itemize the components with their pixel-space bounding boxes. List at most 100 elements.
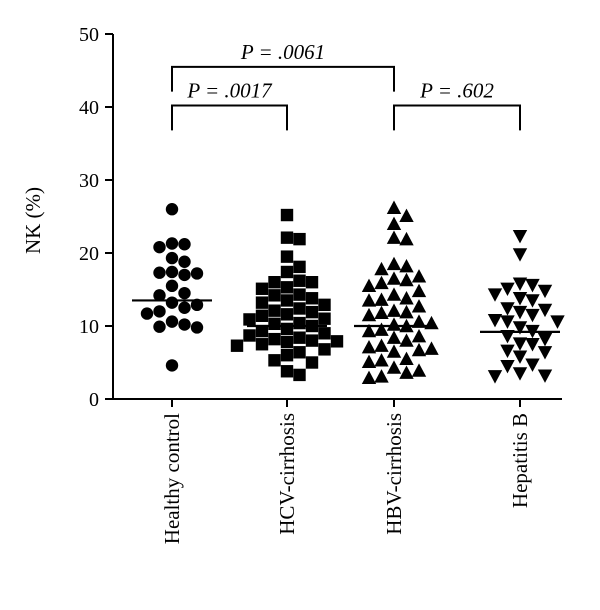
p-value-label: P = .602 — [419, 79, 494, 103]
data-point-triangle-up — [411, 314, 427, 328]
data-point-square — [318, 298, 331, 312]
y-tick-label: 10 — [79, 316, 99, 338]
data-point-triangle-up — [399, 231, 414, 246]
data-point-square — [280, 308, 294, 321]
data-point-circle — [165, 265, 179, 279]
data-point-square — [293, 368, 306, 382]
data-point-triangle-up — [361, 354, 377, 368]
data-point-circle — [153, 305, 166, 318]
data-point-circle — [153, 289, 166, 302]
data-point-square — [268, 354, 281, 367]
data-point-circle — [165, 279, 179, 293]
data-point-square — [293, 331, 306, 344]
data-point-square — [293, 232, 306, 246]
data-point-square — [318, 327, 331, 340]
data-point-triangle-down — [500, 344, 515, 359]
data-point-square — [293, 346, 306, 359]
data-point-triangle-down — [512, 305, 528, 320]
data-point-triangle-up — [361, 278, 377, 293]
data-point-triangle-up — [374, 275, 389, 290]
data-point-triangle-down — [500, 315, 515, 329]
p-value-label: P = .0017 — [186, 79, 273, 103]
data-point-triangle-up — [374, 292, 389, 306]
data-point-triangle-up — [399, 365, 414, 379]
data-point-triangle-down — [512, 337, 528, 351]
data-point-triangle-down — [537, 369, 553, 383]
y-tick-label: 50 — [79, 24, 99, 46]
data-point-triangle-up — [411, 283, 427, 298]
data-point-circle — [165, 237, 179, 250]
data-point-triangle-down — [500, 330, 515, 344]
data-point-triangle-up — [386, 344, 402, 358]
median-lines — [132, 299, 560, 333]
y-ticks: 0 10 20 30 40 50 — [79, 24, 113, 411]
data-point-triangle-down — [512, 350, 528, 364]
data-point-triangle-down — [500, 359, 515, 374]
data-point-triangle-up — [399, 272, 414, 287]
data-point-square — [305, 356, 319, 369]
significance-brackets: P = .0017 P = .0061 P = .602 — [171, 40, 521, 131]
data-point-square — [243, 329, 256, 342]
x-category-label: Healthy control — [160, 413, 184, 544]
data-point-square — [293, 288, 306, 301]
data-point-circle — [178, 286, 191, 300]
data-point-triangle-down — [525, 358, 540, 372]
significance-bracket — [393, 104, 521, 131]
data-point-square — [280, 231, 294, 244]
data-point-circle — [190, 321, 204, 334]
data-point-square — [268, 332, 281, 346]
data-point-circle — [153, 320, 166, 333]
data-point-triangle-up — [399, 333, 414, 347]
data-point-square — [268, 317, 281, 331]
data-point-square — [330, 335, 344, 348]
data-point-circle — [140, 307, 154, 320]
y-tick-label: 20 — [79, 243, 99, 265]
data-point-triangle-down — [500, 302, 515, 316]
data-point-square — [305, 276, 319, 289]
data-point-square — [305, 305, 319, 319]
data-point-triangle-down — [525, 278, 540, 293]
data-point-triangle-up — [399, 208, 414, 222]
axes: 0 10 20 30 40 50 NK (%) Healthy control HCV-ci… — [21, 24, 562, 544]
data-point-triangle-up — [386, 256, 402, 271]
x-ticks: Healthy control HCV-cirrhosis HBV-cirrhosi… — [160, 399, 532, 544]
significance-bracket — [171, 65, 395, 92]
data-point-triangle-up — [361, 307, 377, 322]
y-tick-label: 40 — [79, 97, 99, 119]
data-point-triangle-up — [386, 287, 402, 301]
data-point-square — [280, 365, 294, 378]
data-point-circle — [178, 238, 191, 251]
data-point-square — [305, 292, 319, 305]
data-point-triangle-down — [512, 230, 528, 244]
data-point-triangle-up — [361, 293, 377, 307]
data-point-triangle-down — [487, 370, 503, 384]
data-point-circle — [165, 296, 179, 309]
data-point-triangle-up — [374, 338, 389, 352]
data-point-triangle-up — [411, 329, 427, 343]
x-category-label: HBV-cirrhosis — [382, 413, 406, 535]
data-point-circle — [165, 315, 179, 328]
data-point-circle — [178, 318, 191, 331]
data-point-triangle-up — [386, 230, 402, 244]
data-point-triangle-up — [386, 216, 402, 230]
data-point-triangle-down — [512, 248, 528, 262]
data-point-triangle-down — [500, 282, 515, 296]
data-point-circle — [178, 301, 191, 314]
y-axis-title: NK (%) — [21, 187, 45, 254]
data-point-circle — [165, 251, 179, 265]
data-point-triangle-up — [374, 369, 389, 383]
data-point-square — [280, 265, 294, 279]
data-point-triangle-up — [374, 261, 389, 276]
data-point-triangle-up — [374, 305, 389, 320]
data-point-triangle-up — [411, 269, 427, 283]
data-point-triangle-down — [487, 288, 503, 302]
data-point-triangle-down — [512, 292, 528, 306]
data-point-triangle-up — [411, 299, 427, 313]
data-point-triangle-up — [424, 315, 439, 330]
data-point-circle — [153, 240, 166, 254]
data-point-circle — [165, 359, 179, 372]
data-point-square — [280, 294, 294, 307]
data-point-square — [293, 302, 306, 315]
data-point-square — [293, 274, 306, 287]
